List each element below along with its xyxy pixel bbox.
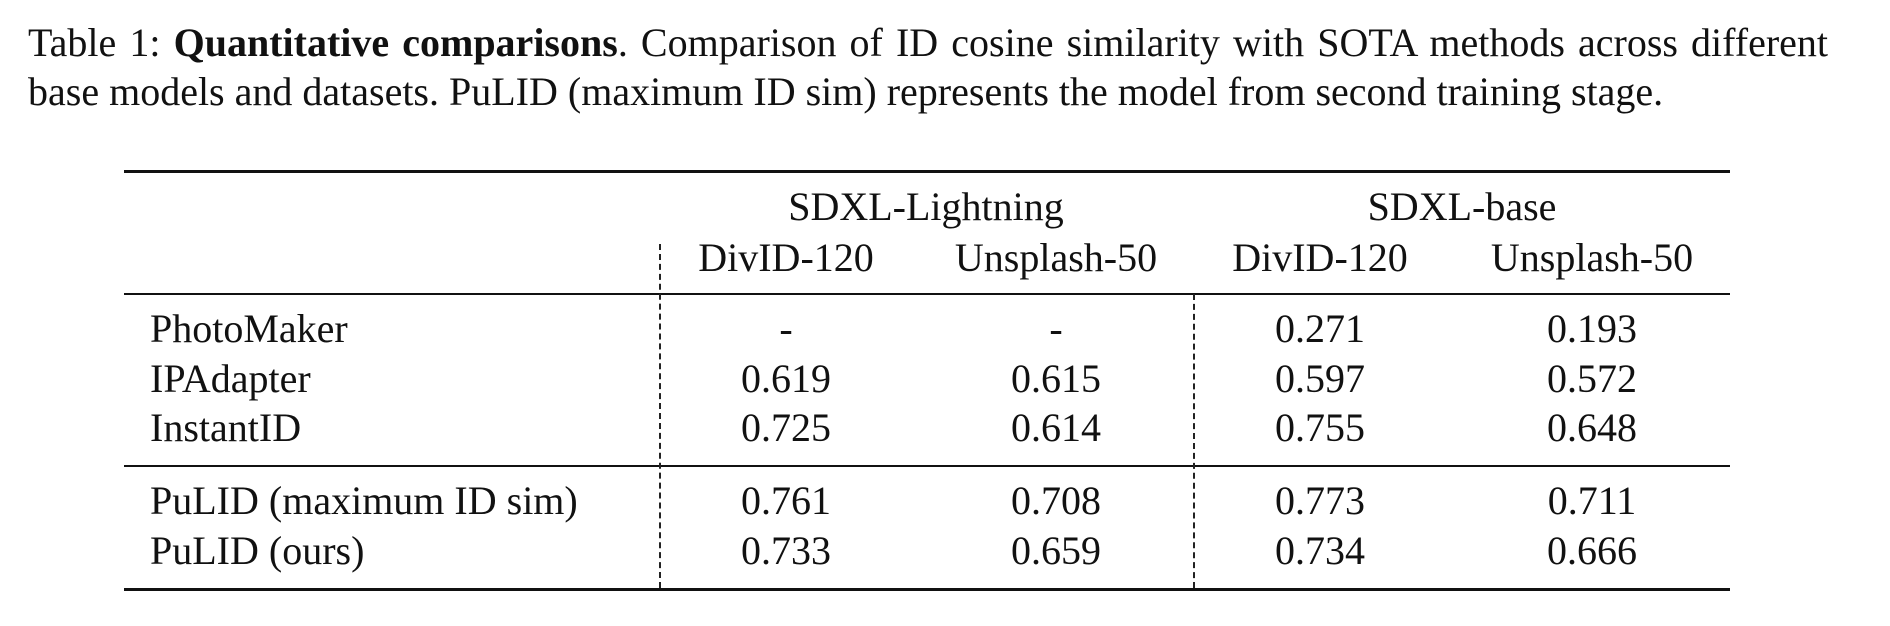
value-cell: 0.755 — [1275, 405, 1365, 450]
method-cell: PuLID (maximum ID sim) — [150, 478, 578, 523]
value-cell: 0.666 — [1547, 528, 1637, 573]
header-rule — [124, 293, 1730, 295]
column-header: Unsplash-50 — [954, 235, 1158, 280]
value-cell: 0.615 — [1011, 356, 1101, 401]
value-cell: 0.711 — [1547, 478, 1637, 523]
value-cell: 0.597 — [1275, 356, 1365, 401]
bottom-rule — [124, 588, 1730, 591]
value-cell: 0.708 — [1011, 478, 1101, 523]
value-cell: 0.193 — [1547, 306, 1637, 351]
method-cell: PhotoMaker — [150, 306, 348, 351]
separator-method — [659, 244, 661, 588]
value-cell: 0.659 — [1011, 528, 1101, 573]
value-cell: 0.734 — [1275, 528, 1365, 573]
separator-group — [1193, 294, 1195, 588]
value-cell: 0.572 — [1547, 356, 1637, 401]
value-cell: 0.733 — [741, 528, 831, 573]
caption-title: Quantitative comparisons — [173, 20, 618, 65]
group-header-base: SDXL-base — [1367, 184, 1557, 229]
value-cell: 0.271 — [1275, 306, 1365, 351]
method-cell: IPAdapter — [150, 356, 311, 401]
value-cell: 0.648 — [1547, 405, 1637, 450]
column-header: DivID-120 — [698, 235, 874, 280]
caption-text: . Comparison of ID cosine similarity wit… — [28, 20, 1829, 114]
column-header: Unsplash-50 — [1490, 235, 1694, 280]
table-caption: Table 1: Quantitative comparisons. Compa… — [28, 18, 1828, 116]
group-header-lightning: SDXL-Lightning — [788, 184, 1064, 229]
mid-rule — [124, 465, 1730, 467]
value-cell: 0.773 — [1275, 478, 1365, 523]
value-cell: - — [779, 306, 793, 351]
value-cell: 0.761 — [741, 478, 831, 523]
caption-label: Table 1: — [28, 20, 161, 65]
value-cell: 0.619 — [741, 356, 831, 401]
method-cell: InstantID — [150, 405, 302, 450]
column-header: DivID-120 — [1232, 235, 1408, 280]
top-rule — [124, 170, 1730, 173]
value-cell: 0.725 — [741, 405, 831, 450]
value-cell: - — [1049, 306, 1063, 351]
value-cell: 0.614 — [1011, 405, 1101, 450]
method-cell: PuLID (ours) — [150, 528, 365, 573]
